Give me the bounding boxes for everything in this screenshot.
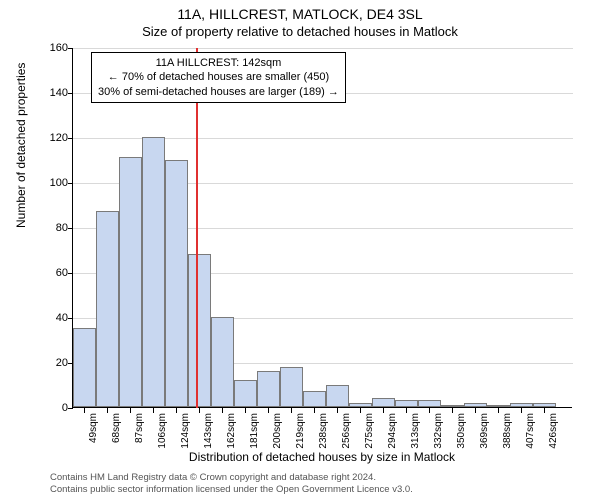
y-axis-label: Number of detached properties (14, 63, 28, 228)
ytick-label: 60 (38, 267, 68, 279)
xtick-label: 275sqm (364, 413, 375, 449)
footer-attribution: Contains HM Land Registry data © Crown c… (50, 472, 413, 496)
chart-area: 02040608010012014016049sqm68sqm87sqm106s… (72, 48, 572, 408)
xtick-label: 388sqm (502, 413, 513, 449)
xtick-label: 294sqm (387, 413, 398, 449)
xtick-mark (337, 408, 338, 413)
ytick-label: 160 (38, 42, 68, 54)
histogram-bar (326, 385, 349, 408)
histogram-bar (395, 400, 418, 407)
histogram-bar (96, 211, 119, 407)
histogram-bar (372, 398, 395, 407)
xtick-mark (153, 408, 154, 413)
ytick-mark (68, 273, 73, 274)
annotation-line2: ← 70% of detached houses are smaller (45… (98, 70, 339, 84)
xtick-label: 49sqm (88, 413, 99, 443)
xtick-label: 68sqm (111, 413, 122, 443)
ytick-label: 0 (38, 402, 68, 414)
xtick-mark (383, 408, 384, 413)
ytick-mark (68, 93, 73, 94)
ytick-mark (68, 48, 73, 49)
histogram-bar (234, 380, 257, 407)
histogram-bar (510, 403, 533, 408)
xtick-mark (107, 408, 108, 413)
histogram-bar (533, 403, 556, 408)
ytick-mark (68, 408, 73, 409)
annotation-line3: 30% of semi-detached houses are larger (… (98, 85, 339, 99)
xtick-label: 219sqm (295, 413, 306, 449)
histogram-bar (464, 403, 487, 408)
xtick-mark (498, 408, 499, 413)
xtick-label: 369sqm (479, 413, 490, 449)
xtick-label: 256sqm (341, 413, 352, 449)
ytick-mark (68, 318, 73, 319)
annotation-box: 11A HILLCREST: 142sqm← 70% of detached h… (91, 52, 346, 103)
chart-container: 11A, HILLCREST, MATLOCK, DE4 3SL Size of… (0, 0, 600, 500)
xtick-label: 313sqm (410, 413, 421, 449)
histogram-bar (165, 160, 188, 408)
xtick-mark (521, 408, 522, 413)
xtick-label: 124sqm (180, 413, 191, 449)
xtick-label: 200sqm (272, 413, 283, 449)
ytick-mark (68, 183, 73, 184)
xtick-mark (406, 408, 407, 413)
ytick-label: 100 (38, 177, 68, 189)
xtick-label: 87sqm (134, 413, 145, 443)
xtick-label: 350sqm (456, 413, 467, 449)
histogram-bar (441, 405, 464, 407)
xtick-label: 332sqm (433, 413, 444, 449)
xtick-mark (199, 408, 200, 413)
histogram-bar (418, 400, 441, 407)
xtick-mark (84, 408, 85, 413)
histogram-bar (280, 367, 303, 408)
histogram-bar (487, 405, 510, 407)
histogram-bar (211, 317, 234, 407)
chart-title: 11A, HILLCREST, MATLOCK, DE4 3SL (0, 0, 600, 22)
xtick-label: 407sqm (525, 413, 536, 449)
xtick-label: 181sqm (249, 413, 260, 449)
xtick-mark (429, 408, 430, 413)
histogram-bar (349, 403, 372, 408)
x-axis-label: Distribution of detached houses by size … (72, 450, 572, 464)
ytick-label: 140 (38, 87, 68, 99)
annotation-line1: 11A HILLCREST: 142sqm (98, 56, 339, 70)
xtick-mark (291, 408, 292, 413)
histogram-bar (142, 137, 165, 407)
xtick-label: 106sqm (157, 413, 168, 449)
xtick-label: 238sqm (318, 413, 329, 449)
plot-region: 02040608010012014016049sqm68sqm87sqm106s… (72, 48, 572, 408)
histogram-bar (257, 371, 280, 407)
xtick-mark (245, 408, 246, 413)
footer-line2: Contains public sector information licen… (50, 484, 413, 496)
xtick-mark (544, 408, 545, 413)
ytick-label: 120 (38, 132, 68, 144)
xtick-mark (268, 408, 269, 413)
ytick-mark (68, 228, 73, 229)
ytick-label: 80 (38, 222, 68, 234)
histogram-bar (188, 254, 211, 407)
xtick-mark (176, 408, 177, 413)
ytick-label: 40 (38, 312, 68, 324)
xtick-label: 426sqm (548, 413, 559, 449)
xtick-label: 162sqm (226, 413, 237, 449)
histogram-bar (73, 328, 96, 407)
histogram-bar (303, 391, 326, 407)
xtick-mark (130, 408, 131, 413)
xtick-mark (222, 408, 223, 413)
ytick-mark (68, 138, 73, 139)
ytick-label: 20 (38, 357, 68, 369)
histogram-bar (119, 157, 142, 407)
xtick-mark (452, 408, 453, 413)
chart-subtitle: Size of property relative to detached ho… (0, 22, 600, 39)
xtick-mark (360, 408, 361, 413)
xtick-mark (314, 408, 315, 413)
footer-line1: Contains HM Land Registry data © Crown c… (50, 472, 413, 484)
gridline (73, 48, 573, 49)
xtick-mark (475, 408, 476, 413)
xtick-label: 143sqm (203, 413, 214, 449)
